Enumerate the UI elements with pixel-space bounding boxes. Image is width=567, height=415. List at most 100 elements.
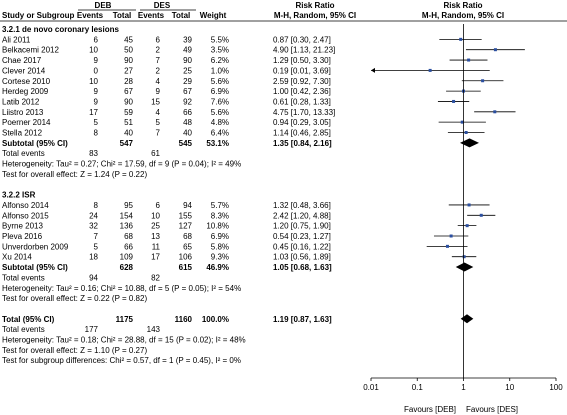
x-tick-label-0: 0.01 bbox=[363, 383, 379, 392]
study-1-0-ci-text: 1.32 [0.48, 3.66] bbox=[273, 201, 331, 210]
total-events-1-des: 82 bbox=[151, 273, 160, 282]
subgroup-title-0: 3.2.1 de novo coronary lesions bbox=[2, 25, 119, 34]
study-1-5-des-total: 106 bbox=[179, 253, 193, 262]
header-col-total-deb: Total bbox=[113, 11, 132, 20]
study-0-6-des-events: 15 bbox=[151, 97, 160, 106]
total-events-1-label: Total events bbox=[2, 273, 45, 282]
study-1-5-ci-text: 1.03 [0.56, 1.89] bbox=[273, 253, 331, 262]
study-0-6-marker bbox=[452, 99, 456, 103]
study-0-1-weight: 3.5% bbox=[211, 46, 229, 55]
study-0-7-deb-events: 17 bbox=[89, 108, 98, 117]
study-1-5-deb-events: 18 bbox=[89, 253, 98, 262]
study-0-2-des-events: 7 bbox=[156, 56, 161, 65]
study-0-2-marker bbox=[467, 58, 471, 62]
study-1-2-des-events: 25 bbox=[151, 222, 160, 231]
header-col-method-right: M-H, Random, 95% CI bbox=[422, 11, 504, 20]
study-0-8-des-events: 5 bbox=[156, 118, 161, 127]
x-tick-label-3: 10 bbox=[505, 383, 514, 392]
study-1-0-deb-events: 8 bbox=[94, 201, 99, 210]
overall-ci-text: 1.19 [0.87, 1.63] bbox=[273, 315, 332, 324]
study-0-4-deb-events: 10 bbox=[89, 77, 98, 86]
study-1-0-deb-total: 95 bbox=[124, 201, 133, 210]
study-1-4-deb-total: 66 bbox=[124, 242, 133, 251]
heterogeneity-1: Heterogeneity: Tau² = 0.16; Chi² = 10.88… bbox=[2, 284, 241, 293]
study-1-1-marker bbox=[479, 213, 483, 217]
study-0-7-marker bbox=[493, 110, 497, 114]
study-0-6-ci-text: 0.61 [0.28, 1.33] bbox=[273, 97, 331, 106]
study-0-5-deb-events: 9 bbox=[94, 87, 99, 96]
study-1-1-name: Alfonso 2015 bbox=[2, 211, 49, 220]
study-0-4-name: Cortese 2010 bbox=[2, 77, 51, 86]
study-1-3-deb-total: 68 bbox=[124, 232, 133, 241]
study-0-2-des-total: 90 bbox=[183, 56, 192, 65]
subtotal-1-diamond bbox=[455, 262, 474, 272]
overall-weight: 100.0% bbox=[202, 315, 229, 324]
overall-des-total: 1160 bbox=[175, 315, 193, 324]
study-0-1-des-events: 2 bbox=[156, 46, 161, 55]
study-0-5-name: Herdeg 2009 bbox=[2, 87, 49, 96]
subtotal-1-label: Subtotal (95% CI) bbox=[2, 263, 68, 272]
total-events-1-deb: 94 bbox=[89, 273, 98, 282]
study-1-4-des-events: 11 bbox=[152, 242, 161, 251]
study-1-5-weight: 9.3% bbox=[211, 253, 229, 262]
study-1-3-deb-events: 7 bbox=[94, 232, 99, 241]
study-0-5-des-total: 67 bbox=[183, 87, 192, 96]
study-1-3-name: Pleva 2016 bbox=[2, 232, 43, 241]
study-0-9-ci-text: 1.14 [0.46, 2.85] bbox=[273, 129, 331, 138]
study-1-1-ci-text: 2.42 [1.20, 4.88] bbox=[273, 211, 331, 220]
header-rr-left: Risk Ratio bbox=[295, 1, 334, 10]
study-0-7-des-events: 4 bbox=[156, 108, 161, 117]
study-0-4-deb-total: 28 bbox=[124, 77, 133, 86]
study-0-0-name: Ali 2011 bbox=[2, 35, 31, 44]
header-rr-right: Risk Ratio bbox=[443, 1, 482, 10]
header-col-total-des: Total bbox=[172, 11, 191, 20]
study-0-2-name: Chae 2017 bbox=[2, 56, 42, 65]
study-0-1-marker bbox=[493, 48, 497, 52]
study-0-7-des-total: 66 bbox=[183, 108, 192, 117]
study-1-1-des-events: 10 bbox=[151, 211, 160, 220]
header-col-weight: Weight bbox=[200, 11, 227, 20]
axis-favours-left: Favours [DEB] bbox=[404, 405, 456, 414]
study-0-3-des-total: 25 bbox=[183, 66, 192, 75]
header-col-events-des: Events bbox=[138, 11, 165, 20]
subgroup-title-1: 3.2.2 ISR bbox=[2, 191, 36, 200]
study-0-3-deb-total: 27 bbox=[124, 66, 133, 75]
subgroup-differences: Test for subgroup differences: Chi² = 0.… bbox=[2, 356, 241, 365]
study-0-9-des-total: 40 bbox=[183, 129, 192, 138]
study-0-4-marker bbox=[481, 79, 485, 83]
study-0-1-ci-text: 4.90 [1.13, 21.23] bbox=[273, 46, 335, 55]
overall-effect-0: Test for overall effect: Z = 1.24 (P = 0… bbox=[2, 170, 147, 179]
overall-label: Total (95% CI) bbox=[2, 315, 55, 324]
study-1-4-name: Unverdorben 2009 bbox=[2, 242, 69, 251]
study-0-0-marker bbox=[459, 37, 463, 41]
study-1-0-marker bbox=[467, 203, 471, 207]
study-1-4-des-total: 65 bbox=[183, 242, 192, 251]
subtotal-1-ci-text: 1.05 [0.68, 1.63] bbox=[273, 263, 332, 272]
study-1-1-deb-total: 154 bbox=[120, 211, 134, 220]
study-0-5-weight: 6.9% bbox=[211, 87, 229, 96]
study-0-5-deb-total: 67 bbox=[124, 87, 133, 96]
study-1-4-ci-text: 0.45 [0.16, 1.22] bbox=[273, 242, 331, 251]
study-0-6-deb-total: 90 bbox=[124, 97, 133, 106]
study-0-5-ci-text: 1.00 [0.42, 2.36] bbox=[273, 87, 331, 96]
subtotal-1-deb-total: 628 bbox=[120, 263, 134, 272]
study-0-7-weight: 5.6% bbox=[211, 108, 229, 117]
study-1-2-marker bbox=[465, 224, 469, 228]
study-0-4-ci-text: 2.59 [0.92, 7.30] bbox=[273, 77, 331, 86]
study-1-3-ci-text: 0.54 [0.23, 1.27] bbox=[273, 232, 331, 241]
study-1-4-deb-events: 5 bbox=[94, 242, 99, 251]
study-0-8-deb-events: 5 bbox=[94, 118, 99, 127]
study-0-6-weight: 7.6% bbox=[211, 97, 229, 106]
study-1-0-name: Alfonso 2014 bbox=[2, 201, 49, 210]
study-0-6-des-total: 92 bbox=[183, 97, 192, 106]
study-0-8-name: Poerner 2014 bbox=[2, 118, 51, 127]
study-1-3-des-total: 68 bbox=[183, 232, 192, 241]
x-tick-label-1: 0.1 bbox=[412, 383, 424, 392]
study-0-7-name: Liistro 2013 bbox=[2, 108, 44, 117]
study-0-4-des-events: 4 bbox=[156, 77, 161, 86]
subtotal-1-des-total: 615 bbox=[179, 263, 193, 272]
study-0-1-deb-total: 50 bbox=[124, 46, 133, 55]
overall-total-events-deb: 177 bbox=[85, 325, 99, 334]
study-0-3-marker bbox=[428, 68, 432, 72]
